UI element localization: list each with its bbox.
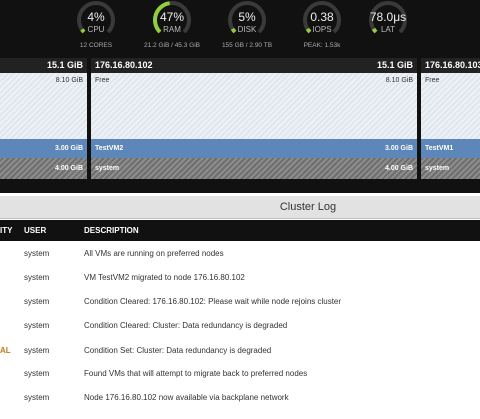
- iops-value: 0.38: [310, 10, 334, 24]
- free-label: Free: [95, 77, 110, 84]
- cpu-label: CPU: [87, 25, 105, 34]
- node-total: 15.1 GiB: [46, 60, 83, 70]
- latency-gauge[interactable]: 78.0μs LAT: [362, 0, 414, 55]
- cpu-gauge[interactable]: 4% CPU 12 CORES: [70, 0, 122, 55]
- system-size: 4.00 GiB: [384, 165, 413, 172]
- log-user: system: [24, 249, 50, 258]
- node-card[interactable]: 176.16.80.102 15.1 GiB Free 8.10 GiB Tes…: [91, 58, 417, 188]
- node-footer: [0, 179, 87, 188]
- node-total: 15.1 GiB: [376, 60, 413, 70]
- node-header: 15.1 GiB: [0, 58, 87, 73]
- log-row[interactable]: system VM TestVM2 migrated to node 176.1…: [0, 265, 480, 289]
- log-description: Found VMs that will attempt to migrate b…: [84, 369, 308, 378]
- log-description: Condition Cleared: 176.16.80.102: Please…: [84, 297, 342, 306]
- latency-gauge-dial: [369, 1, 407, 34]
- cluster-log-tab[interactable]: Cluster Log: [279, 201, 337, 213]
- log-description: Condition Cleared: Cluster: Data redunda…: [84, 321, 288, 330]
- gauge-fill: [153, 1, 171, 34]
- ram-sub: 21.2 GiB / 45.3 GiB: [143, 42, 200, 49]
- system-label: system: [95, 165, 120, 172]
- cpu-gauge-dial: [77, 1, 115, 34]
- log-row[interactable]: system Found VMs that will attempt to mi…: [0, 361, 480, 385]
- disk-gauge-dial: [228, 1, 266, 34]
- disk-sub: 155 GB / 2.90 TB: [221, 42, 273, 49]
- disk-value: 5%: [238, 10, 256, 24]
- log-user: system: [24, 321, 50, 330]
- log-description: All VMs are running on preferred nodes: [84, 249, 224, 258]
- vm-segment[interactable]: TestVM2 3.00 GiB: [91, 139, 417, 158]
- cluster-log-tab-bar: Cluster Log: [0, 196, 480, 219]
- ram-value: 47%: [159, 10, 185, 24]
- disk-label: DISK: [237, 25, 257, 34]
- log-row[interactable]: system Condition Cleared: Cluster: Data …: [0, 313, 480, 337]
- vm-size: 3.00 GiB: [384, 145, 413, 152]
- gauge-track: [369, 1, 407, 34]
- gauge-fill: [305, 27, 312, 34]
- node-header: 176.16.80.102 15.1 GiB: [91, 58, 417, 73]
- system-segment: system: [421, 158, 480, 179]
- node-footer: [421, 179, 480, 188]
- log-table-header: ITY USER DESCRIPTION: [0, 220, 480, 241]
- user-column-header[interactable]: USER: [24, 226, 47, 235]
- free-label: Free: [425, 77, 440, 84]
- gauge-fill: [230, 27, 237, 34]
- ram-gauge[interactable]: 47% RAM 21.2 GiB / 45.3 GiB: [144, 0, 200, 55]
- severity-column-header[interactable]: ITY: [0, 226, 13, 235]
- gauge-fill: [371, 27, 378, 34]
- node-panel: 15.1 GiB 8.10 GiB 3.00 GiB 4.00 GiB 176.…: [0, 55, 480, 193]
- log-row[interactable]: system All VMs are running on preferred …: [0, 241, 480, 265]
- log-description: Node 176.16.80.102 now available via bac…: [84, 393, 289, 402]
- log-row[interactable]: system Node 176.16.80.102 now available …: [0, 385, 480, 409]
- gauge-fill: [80, 28, 86, 34]
- latency-value: 78.0μs: [369, 10, 407, 24]
- log-user: system: [24, 273, 50, 282]
- node-name: 176.16.80.103: [425, 60, 480, 70]
- free-size: 8.10 GiB: [385, 77, 413, 84]
- log-severity: AL: [0, 346, 11, 355]
- node-name: 176.16.80.102: [95, 60, 153, 70]
- system-size: 4.00 GiB: [54, 165, 83, 172]
- vm-size: 3.00 GiB: [54, 145, 83, 152]
- free-memory-segment: Free 8.10 GiB: [91, 73, 417, 139]
- log-user: system: [24, 297, 50, 306]
- log-user: system: [24, 369, 50, 378]
- free-memory-segment: 8.10 GiB: [0, 73, 87, 139]
- disk-gauge[interactable]: 5% DISK 155 GB / 2.90 TB: [221, 0, 273, 55]
- ram-gauge-dial: [153, 1, 191, 34]
- system-label: system: [425, 165, 450, 172]
- node-header: 176.16.80.103: [421, 58, 480, 73]
- description-column-header[interactable]: DESCRIPTION: [84, 226, 139, 235]
- node-footer: [91, 179, 417, 188]
- latency-label: LAT: [380, 25, 396, 34]
- log-description: Condition Set: Cluster: Data redundancy …: [84, 346, 272, 355]
- log-user: system: [24, 393, 50, 402]
- system-segment: system 4.00 GiB: [91, 158, 417, 179]
- node-card[interactable]: 176.16.80.103 Free TestVM1 system: [421, 58, 480, 188]
- ram-label: RAM: [163, 25, 181, 34]
- iops-sub: PEAK: 1.53k: [303, 42, 341, 49]
- log-description: VM TestVM2 migrated to node 176.16.80.10…: [84, 273, 245, 282]
- gauge-track: [303, 1, 341, 34]
- vm-segment[interactable]: TestVM1: [421, 139, 480, 158]
- metrics-bar: 4% CPU 12 CORES 47% RAM 21.2 GiB / 45.3 …: [0, 0, 480, 55]
- cpu-sub: 12 CORES: [79, 42, 113, 49]
- iops-gauge[interactable]: 0.38 IOPS PEAK: 1.53k: [296, 0, 348, 55]
- iops-gauge-dial: [303, 1, 341, 34]
- log-row[interactable]: AL system Condition Set: Cluster: Data r…: [0, 338, 480, 362]
- free-size: 8.10 GiB: [55, 77, 83, 84]
- cpu-value: 4%: [87, 10, 105, 24]
- vm-segment[interactable]: 3.00 GiB: [0, 139, 87, 158]
- gauge-track: [77, 1, 115, 34]
- vm-name: TestVM2: [95, 145, 124, 152]
- log-row[interactable]: system Condition Cleared: 176.16.80.102:…: [0, 289, 480, 313]
- vm-name: TestVM1: [425, 145, 454, 152]
- system-segment: 4.00 GiB: [0, 158, 87, 179]
- iops-label: IOPS: [312, 25, 332, 34]
- node-card[interactable]: 15.1 GiB 8.10 GiB 3.00 GiB 4.00 GiB: [0, 58, 87, 188]
- log-user: system: [24, 346, 50, 355]
- gauge-track: [228, 1, 266, 34]
- free-memory-segment: Free: [421, 73, 480, 139]
